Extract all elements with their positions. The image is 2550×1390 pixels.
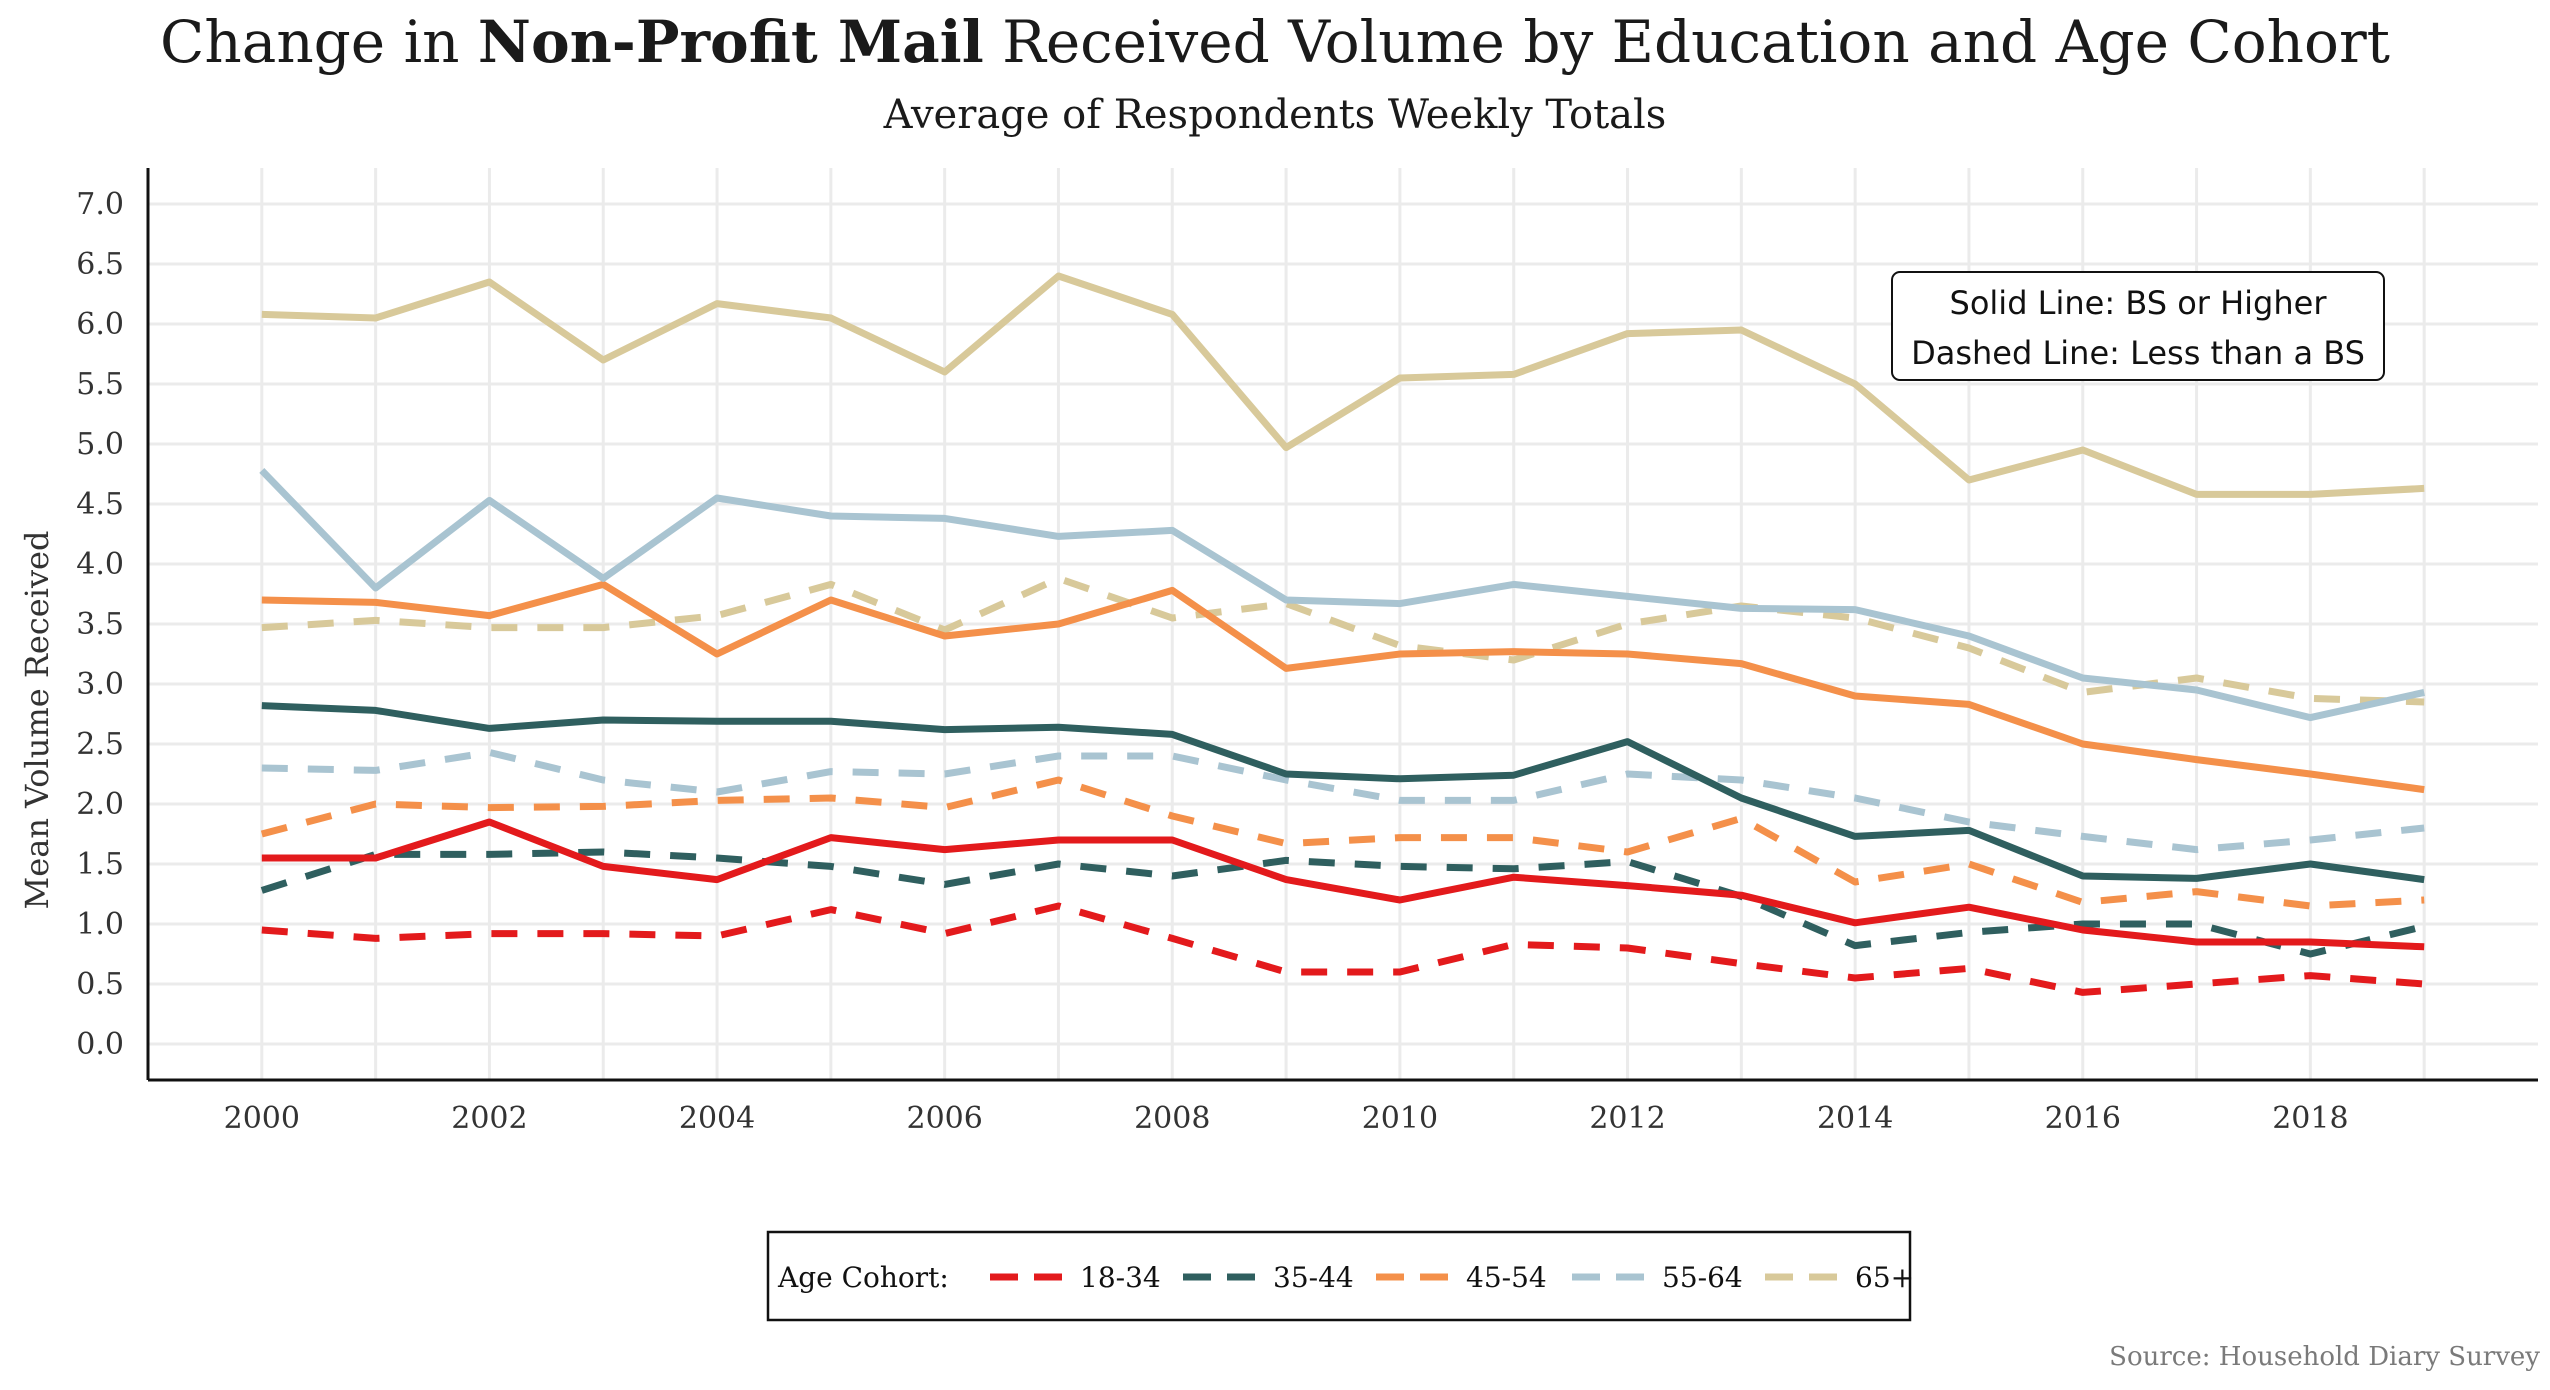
series-line-18-34-solid bbox=[261, 818, 2425, 951]
y-tick-label: 1.5 bbox=[76, 847, 124, 882]
series-line-45-54-solid bbox=[261, 580, 2425, 794]
legend-label-18-34: 18-34 bbox=[1080, 1261, 1161, 1294]
y-tick-label: 5.5 bbox=[76, 367, 124, 402]
x-tick-label: 2018 bbox=[2272, 1101, 2348, 1136]
y-tick-label: 6.0 bbox=[76, 307, 124, 342]
y-tick-label: 1.0 bbox=[76, 907, 124, 942]
series-line-65plus-dashed bbox=[261, 574, 2425, 706]
series-lines bbox=[259, 272, 2426, 996]
y-axis-label: Mean Volume Received bbox=[18, 531, 56, 910]
y-tick-label: 3.5 bbox=[76, 607, 124, 642]
title-suffix: Received Volume by Education and Age Coh… bbox=[983, 8, 2390, 76]
series-line-55-64-solid bbox=[259, 467, 2425, 722]
y-tick-labels: 0.0 0.5 1.0 1.5 2.0 2.5 3.0 3.5 4.0 4.5 5.0 5.5 6.0 6… bbox=[76, 187, 124, 1062]
y-tick-label: 2.0 bbox=[76, 787, 124, 822]
series-line-65plus-solid bbox=[261, 272, 2425, 498]
x-tick-labels: 2000 2002 2004 2006 2008 2010 2012 2014 2016 2018 bbox=[224, 1101, 2349, 1136]
legend-box bbox=[766, 1230, 1912, 1322]
series-line-35-44-solid bbox=[261, 702, 2425, 884]
y-tick-label: 6.5 bbox=[76, 247, 124, 282]
title-prefix: Change in bbox=[160, 8, 478, 76]
note-box bbox=[1891, 271, 2385, 381]
legend-label-55-64: 55-64 bbox=[1662, 1261, 1743, 1294]
legend: Age Cohort: 18-34 35-44 45-54 55-64 65+ bbox=[766, 1230, 1914, 1322]
note-solid-line: Solid Line: BS or Higher bbox=[1950, 284, 2328, 322]
line-style-note: Solid Line: BS or Higher Dashed Line: Le… bbox=[1891, 271, 2385, 381]
y-tick-label: 4.0 bbox=[76, 547, 124, 582]
y-tick-label: 5.0 bbox=[76, 427, 124, 462]
chart-subtitle: Average of Respondents Weekly Totals bbox=[883, 92, 1667, 138]
chart-title: Change in Non-Profit Mail Received Volum… bbox=[0, 8, 2550, 76]
x-tick-label: 2004 bbox=[679, 1101, 755, 1136]
x-tick-label: 2008 bbox=[1134, 1101, 1210, 1136]
x-tick-label: 2012 bbox=[1589, 1101, 1665, 1136]
x-tick-label: 2000 bbox=[224, 1101, 300, 1136]
y-tick-label: 7.0 bbox=[76, 187, 124, 222]
series-line-18-34-dashed bbox=[261, 902, 2425, 996]
series-line-45-54-dashed bbox=[260, 776, 2425, 910]
x-tick-label: 2006 bbox=[906, 1101, 982, 1136]
legend-title: Age Cohort: bbox=[777, 1261, 949, 1294]
axes bbox=[146, 168, 2538, 1082]
legend-label-35-44: 35-44 bbox=[1273, 1261, 1354, 1294]
source-note: Source: Household Diary Survey bbox=[2109, 1342, 2540, 1372]
y-tick-label: 3.0 bbox=[76, 667, 124, 702]
title-bold: Non-Profit Mail bbox=[477, 8, 984, 76]
y-tick-label: 0.0 bbox=[76, 1027, 124, 1062]
legend-label-65plus: 65+ bbox=[1855, 1261, 1914, 1294]
x-tick-label: 2016 bbox=[2045, 1101, 2121, 1136]
series-line-55-64-dashed bbox=[261, 748, 2425, 854]
y-tick-label: 4.5 bbox=[76, 487, 124, 522]
y-tick-label: 2.5 bbox=[76, 727, 124, 762]
x-tick-label: 2002 bbox=[451, 1101, 527, 1136]
x-tick-label: 2014 bbox=[1817, 1101, 1893, 1136]
note-dashed-line: Dashed Line: Less than a BS bbox=[1911, 334, 2365, 372]
series-line-35-44-dashed bbox=[260, 848, 2426, 958]
legend-items: 18-34 35-44 45-54 55-64 65+ bbox=[990, 1261, 1914, 1294]
legend-label-45-54: 45-54 bbox=[1466, 1261, 1547, 1294]
y-tick-label: 0.5 bbox=[76, 967, 124, 1002]
x-tick-label: 2010 bbox=[1362, 1101, 1438, 1136]
